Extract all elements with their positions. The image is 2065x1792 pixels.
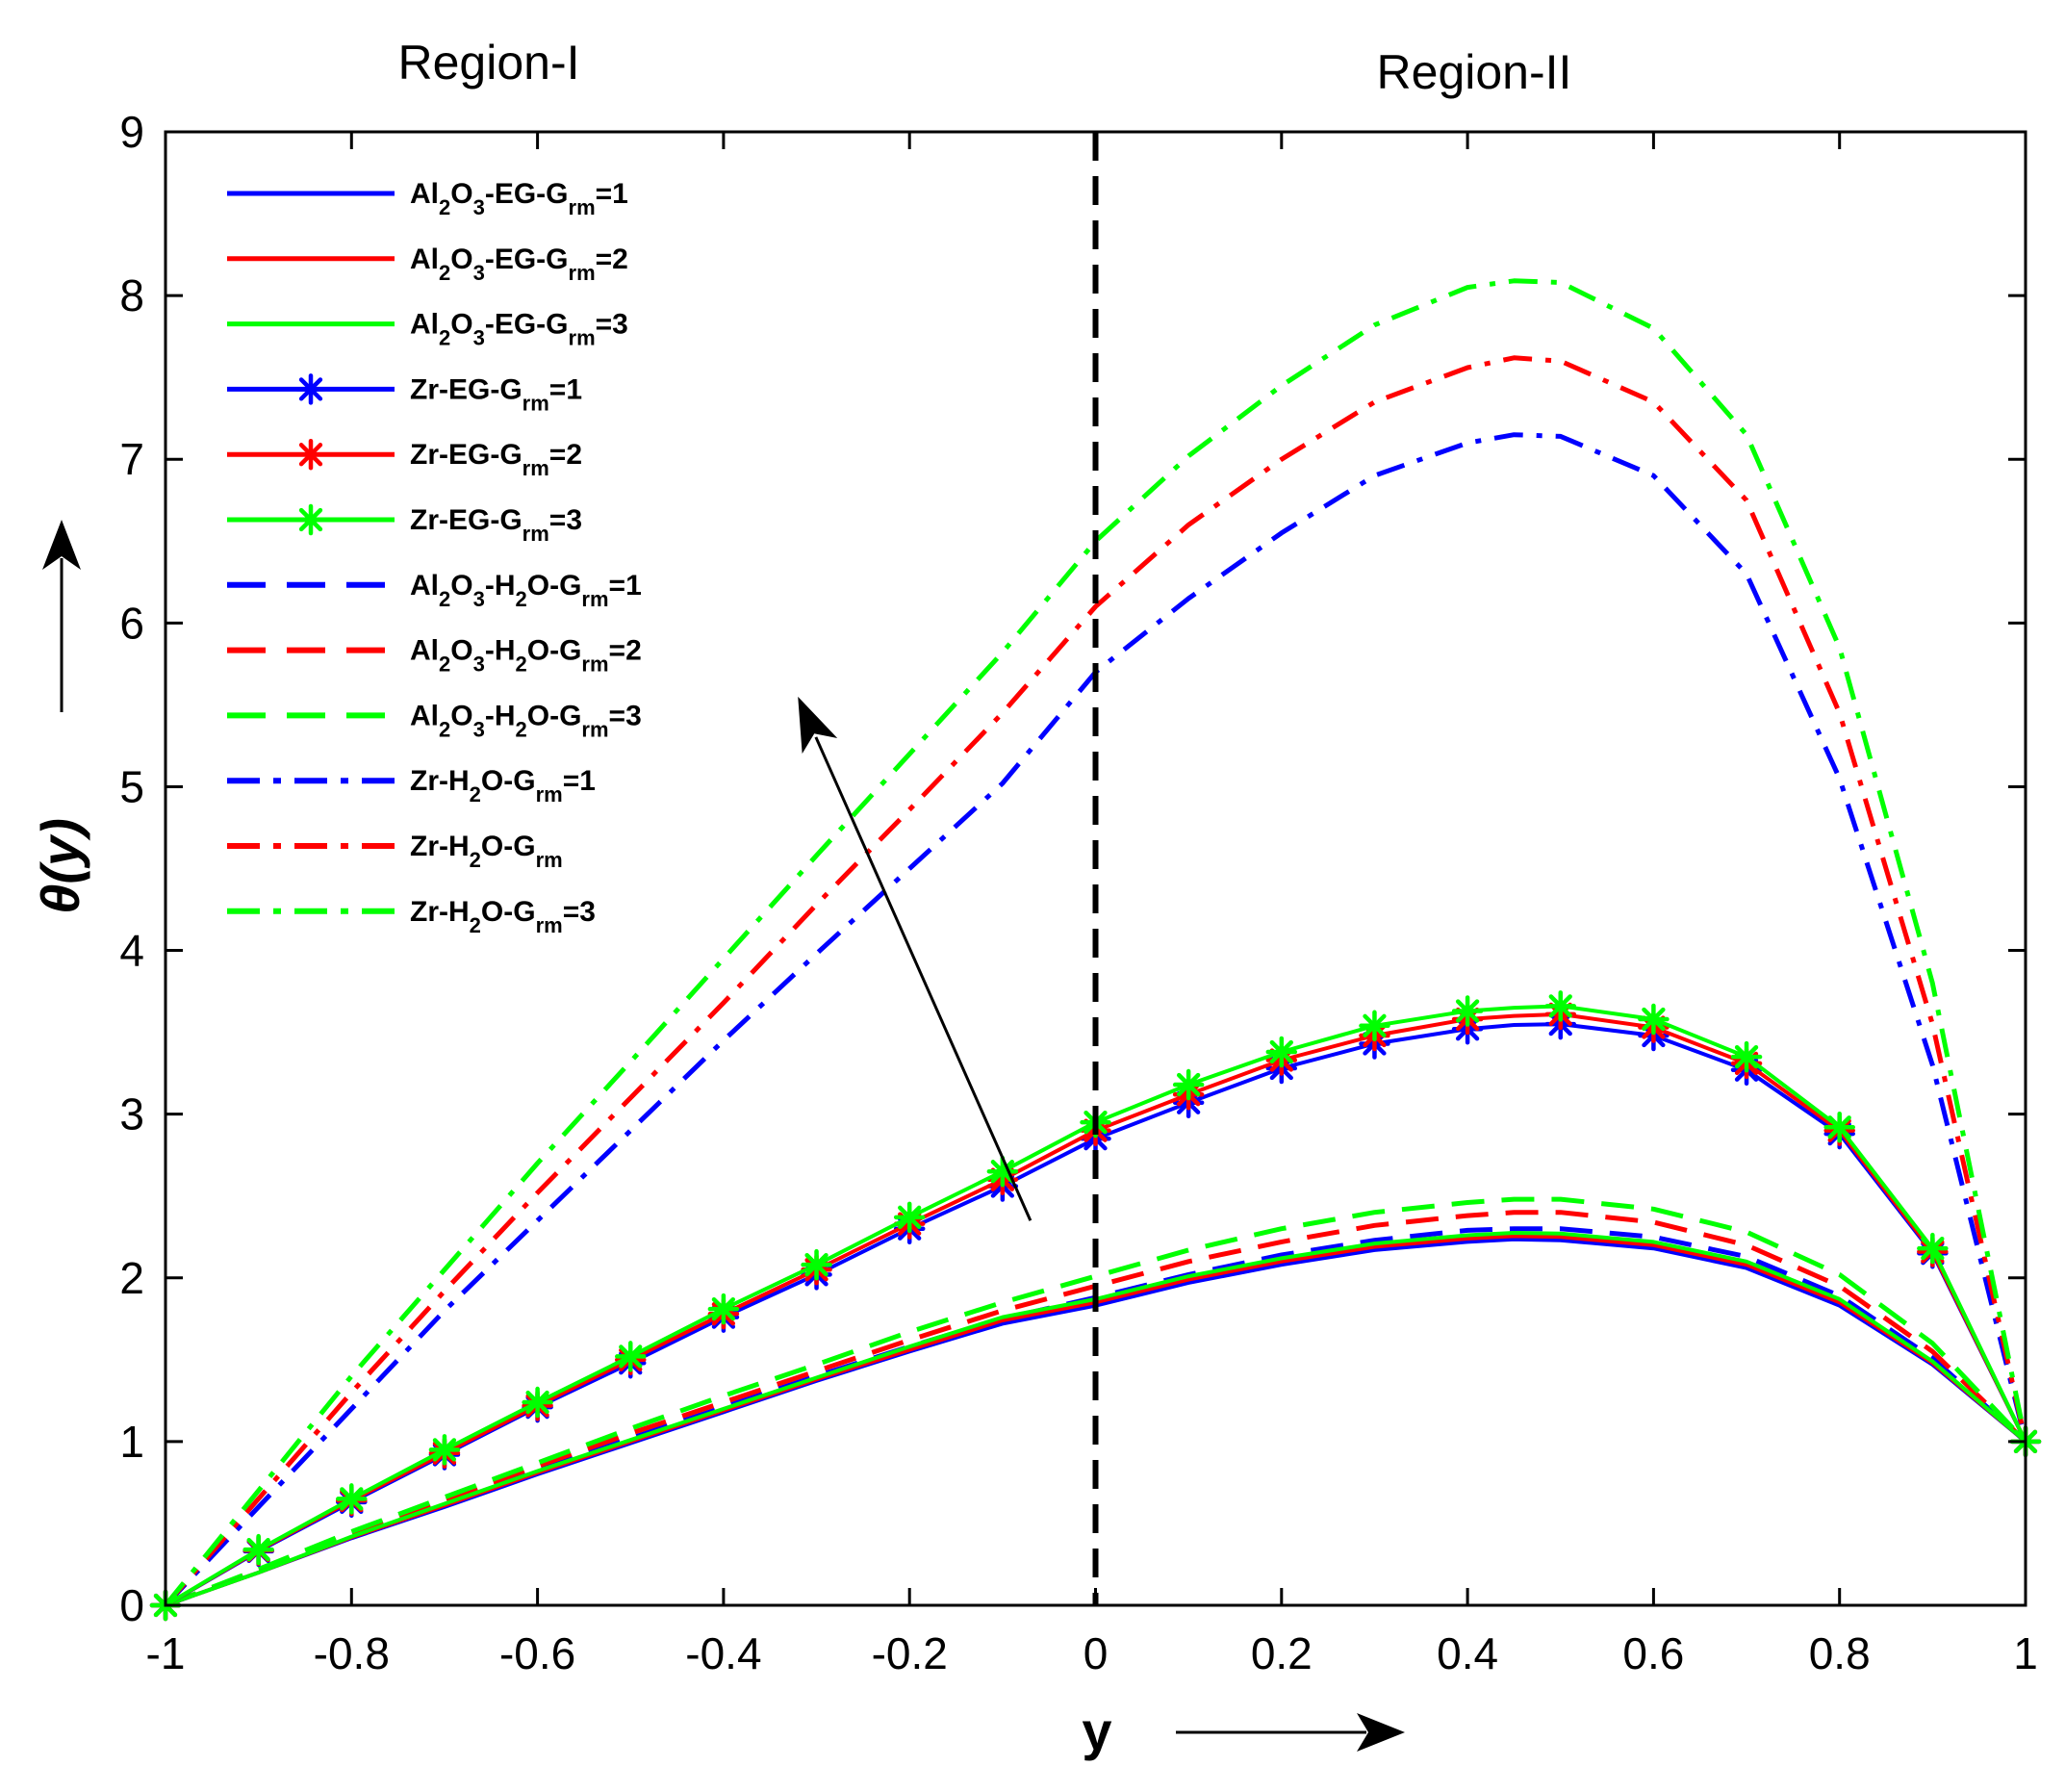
x-tick-label: -1: [146, 1628, 186, 1678]
asterisk-marker: [990, 1160, 1014, 1184]
series-line: [165, 1196, 2027, 1608]
legend-item: Al2O3-EG-Grm=2: [227, 243, 628, 285]
legend-item: Al2O3-EG-Grm=1: [227, 178, 628, 219]
legend-item: Zr-H2O-Grm=3: [227, 896, 596, 937]
asterisk-marker: [432, 1438, 457, 1462]
y-tick-label: 1: [119, 1417, 144, 1467]
legend-label: Al2O3-H2O-Grm=1: [410, 570, 642, 611]
legend-item: Zr-EG-Grm=3: [227, 503, 582, 546]
trend-arrow-head: [798, 696, 838, 755]
y-axis-arrow: [42, 520, 81, 712]
x-tick-label: 0.8: [1809, 1628, 1871, 1678]
legend-label: Zr-H2O-Grm=1: [410, 765, 596, 806]
legend-label: Zr-H2O-Grm=3: [410, 896, 596, 937]
y-tick-label: 4: [119, 926, 144, 976]
y-tick-label: 8: [119, 270, 144, 320]
series-line: [164, 432, 2028, 1607]
asterisk-marker: [898, 1205, 922, 1229]
series-line: [164, 1004, 2027, 1607]
asterisk-marker: [246, 1538, 270, 1562]
asterisk-marker: [804, 1253, 829, 1277]
asterisk-marker: [1363, 1013, 1387, 1037]
y-tick-label: 6: [119, 598, 144, 648]
axis-ticks: -1 -0.8 -0.6 -0.4 -0.2 0 0.2 0.4 0.6 0.8 1 0 1 2 3 4 5 6 7…: [119, 107, 2037, 1678]
legend-label: Al2O3-EG-Grm=2: [410, 243, 628, 285]
x-tick-label: -0.8: [314, 1628, 390, 1678]
y-tick-label: 3: [119, 1089, 144, 1139]
region-right-label: Region-II: [1377, 45, 1572, 99]
asterisk-marker: [711, 1296, 736, 1321]
legend: Al2O3-EG-Grm=1 Al2O3-EG-Grm=2 Al2O3-EG-Grm…: [227, 178, 642, 937]
series-line: [164, 355, 2028, 1607]
y-tick-label: 7: [119, 434, 144, 484]
asterisk-marker: [1642, 1007, 1666, 1032]
asterisk-marker: [340, 1487, 364, 1511]
x-tick-label: -0.2: [872, 1628, 948, 1678]
x-tick-label: -0.4: [685, 1628, 761, 1678]
legend-item: Al2O3-H2O-Grm=3: [227, 700, 642, 741]
legend-item: Zr-H2O-Grm: [227, 831, 563, 872]
x-tick-label: 0.4: [1437, 1628, 1498, 1678]
legend-item: Zr-EG-Grm=1: [227, 373, 582, 415]
series-line: [164, 278, 2028, 1607]
asterisk-marker: [1177, 1072, 1201, 1097]
legend-item: Al2O3-H2O-Grm=1: [227, 570, 642, 611]
legend-item: Zr-H2O-Grm=1: [227, 765, 596, 806]
asterisk-marker: [298, 443, 323, 467]
trend-arrow: [814, 736, 1032, 1221]
series-line: [165, 1231, 2027, 1607]
x-tick-label: 1: [2013, 1628, 2038, 1678]
x-tick-label: 0.6: [1622, 1628, 1684, 1678]
asterisk-marker: [1734, 1044, 1759, 1069]
legend-label: Zr-EG-Grm=1: [410, 373, 582, 415]
asterisk-marker: [1921, 1237, 1945, 1261]
y-tick-label: 0: [119, 1580, 144, 1630]
legend-label: Al2O3-EG-Grm=1: [410, 178, 628, 219]
asterisk-marker: [298, 377, 323, 401]
y-tick-label: 2: [119, 1253, 144, 1303]
asterisk-marker: [1548, 994, 1572, 1018]
asterisk-marker: [1269, 1039, 1293, 1064]
series-line: [165, 1210, 2027, 1608]
legend-item: Zr-EG-Grm=2: [227, 438, 582, 480]
asterisk-marker: [1455, 999, 1480, 1023]
region-left-label: Region-I: [398, 36, 580, 90]
asterisk-marker: [619, 1344, 643, 1369]
legend-label: Al2O3-H2O-Grm=3: [410, 700, 642, 741]
x-axis-arrow: [1176, 1713, 1405, 1752]
legend-label: Al2O3-EG-Grm=3: [410, 309, 628, 350]
asterisk-marker: [1827, 1115, 1851, 1139]
series-line: [164, 1011, 2027, 1607]
y-axis-label: θ(y): [30, 818, 90, 914]
asterisk-marker: [525, 1390, 549, 1415]
series-layer: [149, 278, 2042, 1622]
y-tick-label: 9: [119, 107, 144, 157]
legend-label: Zr-EG-Grm=3: [410, 504, 582, 546]
x-tick-label: 0.2: [1251, 1628, 1313, 1678]
y-tick-label: 5: [119, 761, 144, 811]
x-tick-label: 0: [1083, 1628, 1109, 1678]
legend-label: Zr-H2O-Grm: [410, 831, 563, 872]
legend-label: Zr-EG-Grm=2: [410, 439, 582, 480]
legend-label: Al2O3-H2O-Grm=2: [410, 635, 642, 677]
x-tick-label: -0.6: [499, 1628, 575, 1678]
asterisk-marker: [298, 507, 323, 532]
legend-item: Al2O3-EG-Grm=3: [227, 309, 628, 350]
legend-item: Al2O3-H2O-Grm=2: [227, 635, 642, 677]
x-axis-label: y: [1082, 1701, 1111, 1761]
